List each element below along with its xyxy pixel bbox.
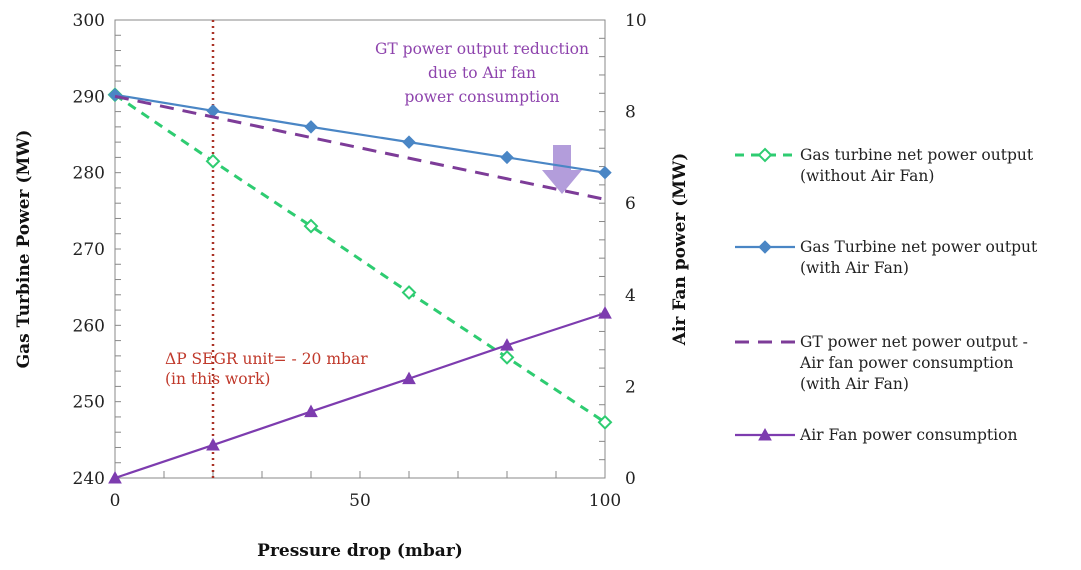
series-line-2 — [114, 94, 606, 201]
legend-label-line: Gas Turbine net power output — [800, 238, 1038, 256]
y-tick-label: 270 — [73, 240, 105, 260]
legend-label-line: (without Air Fan) — [800, 167, 934, 185]
legend-marker-1 — [758, 240, 772, 254]
legend-label-line: GT power net power output - — [800, 333, 1028, 351]
legend-label-3: Air Fan power consumption — [799, 426, 1017, 444]
y2-tick-label: 6 — [625, 194, 636, 214]
reference-line-label-line: ΔP SEGR unit= - 20 mbar — [165, 350, 368, 368]
legend-label-1: Gas Turbine net power output (with Air Fa… — [800, 238, 1038, 277]
legend-marker-0 — [757, 147, 773, 163]
y-axis-title: Gas Turbine Power (MW) — [14, 130, 34, 369]
y-tick-label: 260 — [73, 316, 105, 336]
y-tick-label: 280 — [73, 164, 105, 184]
y-tick-label: 300 — [73, 11, 105, 31]
series-0-point — [205, 153, 221, 169]
y-tick-label: 240 — [73, 469, 105, 489]
legend-label-line: Air Fan power consumption — [799, 426, 1017, 444]
legend-label-line: (with Air Fan) — [800, 259, 909, 277]
y2-tick-label: 0 — [625, 469, 636, 489]
series-3-point — [500, 338, 514, 351]
legend-marker-3 — [758, 427, 772, 441]
reduction-annotation-line: power consumption — [404, 88, 559, 106]
series-line-3 — [114, 312, 606, 480]
series-1-point — [402, 135, 416, 149]
x-axis-title: Pressure drop (mbar) — [257, 541, 463, 561]
y2-tick-label: 2 — [625, 377, 636, 397]
legend-label-line: (with Air Fan) — [800, 375, 909, 393]
series-0-point — [303, 218, 319, 234]
series-1-point — [500, 150, 514, 165]
legend-label-0: Gas turbine net power output (without Air… — [800, 146, 1034, 185]
y2-tick-label: 4 — [625, 286, 636, 306]
x-tick-label: 100 — [589, 491, 621, 511]
reference-line-label: ΔP SEGR unit= - 20 mbar (in this work) — [165, 350, 368, 388]
series-0-point — [597, 414, 613, 430]
plot-area: 0 50 100 240 250 260 270 280 290 300 0 2 4 6 8 10 Pressu… — [14, 11, 690, 561]
series-line-0 — [114, 93, 606, 424]
series-3-point — [304, 404, 318, 418]
reduction-arrow-icon — [542, 145, 582, 194]
series-1-point — [108, 88, 122, 102]
y-tick-label: 250 — [73, 393, 105, 413]
series-1-point — [304, 120, 318, 134]
y2-axis-title: Air Fan power (MW) — [670, 153, 690, 347]
legend-label-line: Air fan power consumption — [799, 354, 1013, 372]
y2-tick-label: 8 — [625, 103, 636, 123]
legend-label-line: Gas turbine net power output — [800, 146, 1034, 164]
series-0-point — [499, 349, 515, 365]
series-0-point — [401, 285, 417, 300]
reduction-annotation: GT power output reduction due to Air fan p… — [375, 40, 589, 106]
legend-label-2: GT power net power output - Air fan power… — [799, 333, 1028, 393]
legend: Gas turbine net power output (without Air… — [735, 146, 1038, 444]
series-3-point — [206, 437, 220, 451]
series-3-point — [402, 371, 416, 385]
y2-tick-label: 10 — [625, 11, 647, 31]
reference-line-label-line: (in this work) — [165, 370, 270, 388]
y-tick-label: 290 — [73, 87, 105, 107]
series-line-1 — [114, 93, 606, 174]
reduction-annotation-line: GT power output reduction — [375, 40, 589, 58]
x-tick-label: 50 — [349, 491, 371, 511]
series-3-point — [108, 470, 122, 484]
x-tick-label: 0 — [110, 491, 121, 511]
series-3-point — [598, 306, 612, 319]
reduction-annotation-line: due to Air fan — [428, 64, 536, 82]
series-1-point — [598, 165, 612, 180]
